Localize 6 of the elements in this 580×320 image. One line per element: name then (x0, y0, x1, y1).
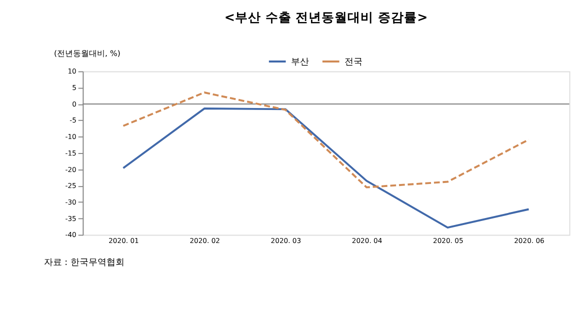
line-series (122, 108, 530, 229)
y-axis-title: (전년동월대비, %) (54, 49, 120, 58)
legend-label: 부산 (290, 57, 309, 68)
chart-title: <부산 수출 전년동월대비 증감률> (224, 10, 428, 25)
legend-label: 전국 (344, 57, 362, 68)
text: 자료 : 한국무역협회 (44, 258, 124, 268)
